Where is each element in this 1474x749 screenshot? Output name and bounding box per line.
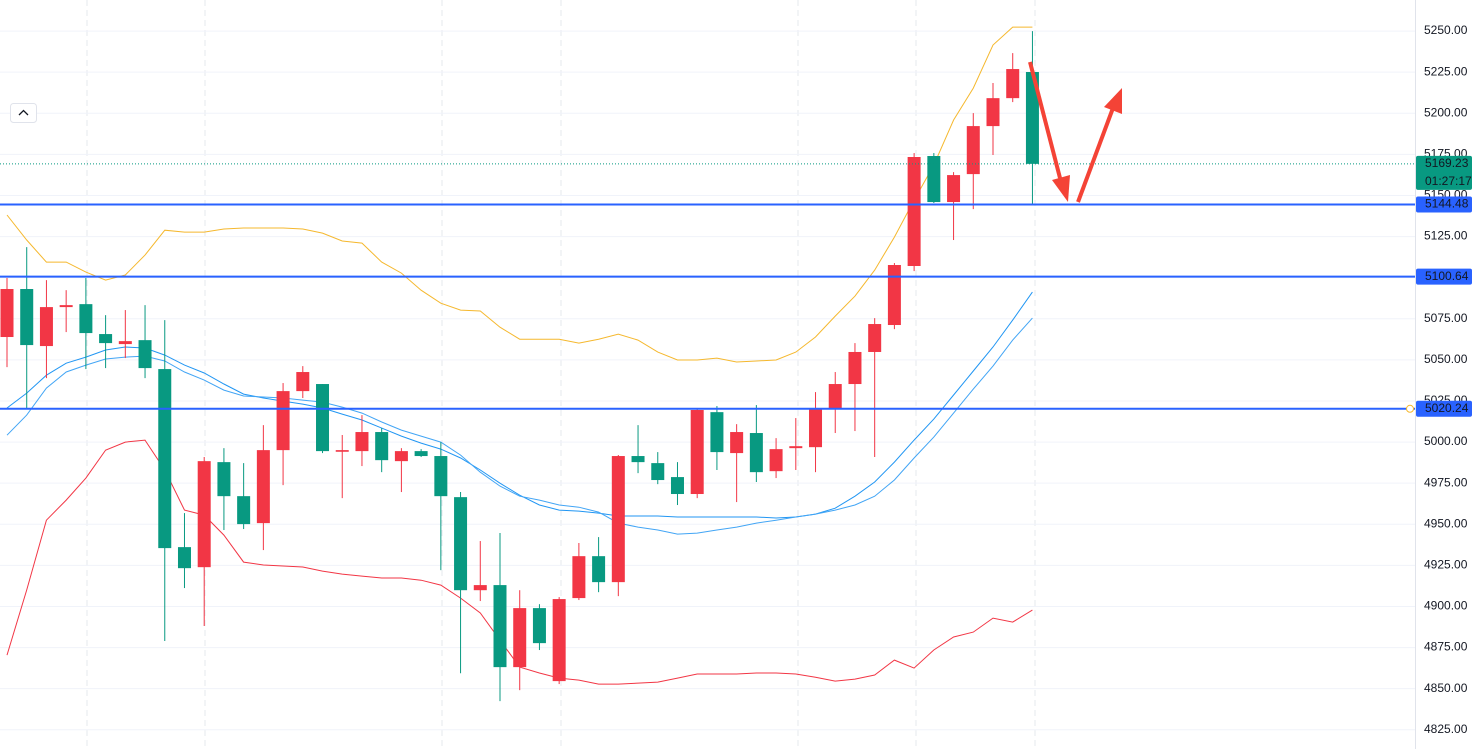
candle-body [552,599,566,682]
candle-body [99,334,113,344]
candle-body [335,450,349,452]
y-tick-label: 5200.00 [1424,105,1468,119]
candle-body [414,451,428,457]
candle-body [355,432,369,452]
drawings [1028,61,1122,203]
y-tick-label: 5000.00 [1424,434,1468,448]
y-tick-label: 5250.00 [1424,23,1468,37]
candle-body [20,289,34,346]
arrow-head [1052,175,1070,202]
candle-body [276,391,290,451]
y-tick-label: 4875.00 [1424,640,1468,654]
candle-body [710,412,724,453]
candle-body [513,608,527,668]
candle-body [454,497,468,591]
candle-body [256,450,270,524]
candle-body [158,369,172,549]
candle-body [375,432,389,461]
candle-body [789,446,803,449]
candle-body [986,98,1000,127]
price-tag-box [1416,196,1472,213]
arrow-line [1076,107,1115,203]
candle-body [670,477,684,495]
candle-body [237,496,251,525]
candle-body [631,456,645,463]
candle-body [1025,72,1039,164]
button-box[interactable] [10,103,37,123]
y-tick-label: 4850.00 [1424,681,1468,695]
indicator-line [6,291,1033,519]
candle-body [197,461,211,568]
candle-body [828,384,842,409]
chevron-icon [18,109,29,116]
candle-body [848,351,862,385]
candle-body [947,175,961,203]
candle-body [572,556,586,599]
line-handle [1406,404,1414,413]
candle-body [532,608,546,644]
y-tick-label: 4925.00 [1424,558,1468,572]
candle-body [316,384,330,452]
y-tick-label: 5050.00 [1424,352,1468,366]
y-tick-label: 5225.00 [1424,64,1468,78]
candle-body [39,307,53,347]
candle-body [59,305,73,308]
candle-body [651,463,665,481]
candle-body [592,556,606,583]
y-tick-label: 5075.00 [1424,311,1468,325]
candle-body [177,547,191,569]
price-tag-box [1416,400,1472,417]
candle-body [907,157,921,266]
candle-body [1006,69,1020,99]
y-tick-label: 5125.00 [1424,229,1468,243]
candle-body [611,456,625,583]
last-price-tag: 5169.23 [1425,156,1469,170]
grid [0,30,1415,731]
candle-body [966,126,980,175]
y-tick-label: 4950.00 [1424,516,1468,530]
price-tag: 5020.24 [1425,401,1469,415]
candle-body [217,462,231,497]
indicator-line [6,317,1033,535]
indicator-line [6,26,1033,363]
candle-body [887,265,901,326]
candle-body [730,432,744,454]
candle-body [493,585,507,668]
price-tag-box [1416,155,1472,190]
candle-body [138,340,152,369]
candle-body [79,304,93,334]
collapse-button[interactable] [10,103,37,123]
price-axis [1415,0,1474,749]
candle-body [394,451,408,462]
price-tag-box [1416,268,1472,285]
candle-body [434,456,448,497]
price-tag: 5100.64 [1425,269,1469,283]
candle-body [868,324,882,352]
candle-body [473,585,487,591]
price-tags: 5144.48 5100.64 5020.24 5169.23 01:27:17 [1406,155,1472,417]
arrow-line [1028,61,1062,179]
candle-body [296,372,310,392]
y-tick-label: 4900.00 [1424,599,1468,613]
candle-body [769,449,783,472]
candle-body [749,433,763,473]
countdown: 01:27:17 [1425,174,1472,188]
candle-body [118,341,132,345]
plot [0,26,1415,702]
candle-body [809,409,823,448]
candle-body [927,156,941,203]
price-tag: 5144.48 [1425,197,1469,211]
candle-body [690,410,704,495]
y-tick-label: 4825.00 [1424,722,1468,736]
y-tick-label: 4975.00 [1424,475,1468,489]
arrow-head [1104,88,1122,114]
candle-body [0,289,14,338]
